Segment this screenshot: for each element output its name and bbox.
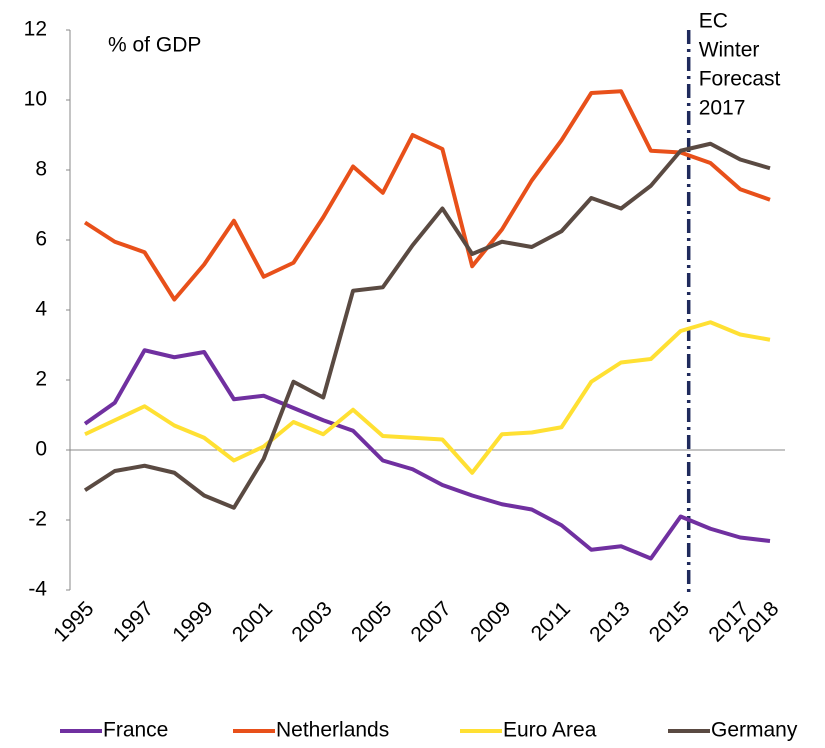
x-tick-label: 2009 [466, 597, 515, 646]
legend-label: Euro Area [503, 719, 597, 742]
annotation: Winter [699, 39, 760, 62]
y-tick-label: 4 [35, 298, 47, 321]
x-tick-label: 2015 [645, 597, 694, 646]
series-line [83, 89, 771, 302]
y-tick-label: 2 [35, 368, 47, 391]
y-tick-label: 10 [24, 88, 47, 111]
series-line [83, 141, 771, 510]
x-tick-label: 1997 [109, 597, 158, 646]
y-tick-label: 6 [35, 228, 47, 251]
x-tick-label: 2013 [585, 597, 634, 646]
legend-label: Netherlands [276, 719, 389, 742]
x-tick-label: 2003 [287, 597, 336, 646]
legend-label: France [103, 719, 168, 742]
legend-label: Germany [711, 719, 798, 742]
y-tick-label: -4 [28, 578, 47, 601]
x-tick-label: 1995 [49, 597, 98, 646]
x-tick-label: 2005 [347, 597, 396, 646]
y-tick-label: 12 [24, 18, 47, 41]
y-tick-label: 8 [35, 158, 47, 181]
x-tick-label: 1999 [168, 597, 217, 646]
y-tick-label: -2 [28, 508, 47, 531]
annotation: Forecast [699, 68, 781, 91]
series-line [84, 320, 771, 475]
x-tick-label: 2011 [527, 597, 575, 645]
y-tick-label: 0 [35, 438, 47, 461]
x-tick-label: 2007 [407, 597, 456, 646]
annotation: EC [699, 10, 728, 33]
y-axis-label: % of GDP [108, 34, 201, 57]
series-line [83, 348, 771, 561]
x-tick-label: 2001 [228, 597, 277, 646]
annotation: 2017 [699, 97, 746, 120]
